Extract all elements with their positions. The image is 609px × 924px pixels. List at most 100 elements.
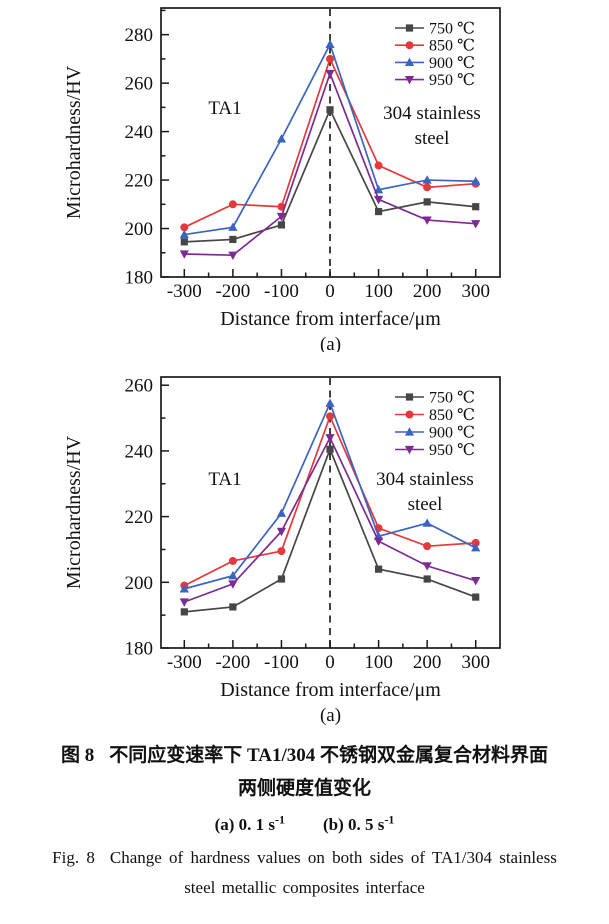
legend-marker — [404, 445, 415, 455]
series-marker-750℃ — [423, 575, 431, 583]
series-marker-900℃ — [179, 229, 189, 239]
series-marker-900℃ — [276, 134, 287, 143]
caption-chinese-text: 不同应变速率下 TA1/304 不锈钢双金属复合材料界面 — [109, 745, 549, 766]
x-tick-label: 100 — [364, 652, 393, 673]
series-marker-850℃ — [277, 547, 286, 556]
region-label-ta1: TA1 — [208, 469, 241, 490]
panel-sublabel: (a) — [320, 334, 341, 352]
series-marker-950℃ — [276, 212, 287, 222]
x-axis-title: Distance from interface/μm — [220, 308, 441, 330]
series-marker-850℃ — [326, 412, 335, 421]
y-tick-label: 260 — [125, 74, 154, 95]
y-tick-label: 180 — [125, 639, 154, 660]
x-axis-title: Distance from interface/μm — [220, 679, 441, 701]
series-marker-950℃ — [373, 195, 384, 205]
series-marker-750℃ — [229, 235, 237, 244]
caption-english-line2: steel metallic composites interface — [184, 878, 425, 898]
series-marker-750℃ — [472, 593, 480, 601]
series-marker-950℃ — [228, 580, 238, 589]
x-tick-label: 200 — [413, 652, 442, 673]
series-marker-750℃ — [277, 575, 286, 583]
legend-label: 750 ℃ — [429, 21, 475, 38]
legend-label: 850 ℃ — [429, 407, 475, 424]
x-tick-label: 200 — [413, 281, 442, 302]
series-marker-950℃ — [228, 251, 238, 260]
region-label-304-line2: steel — [415, 128, 450, 149]
x-tick-label: -100 — [264, 652, 299, 673]
series-marker-900℃ — [422, 175, 432, 184]
series-marker-850℃ — [326, 54, 335, 63]
chart-panel-a: 180 200 220 240 260 280 -300 -200 -100 0 100 200 300… — [63, 7, 501, 352]
legend-label: 750 ℃ — [429, 390, 475, 407]
series-marker-900℃ — [179, 584, 189, 593]
legend-label: 900 ℃ — [429, 55, 475, 72]
legend-marker — [404, 76, 415, 85]
series-marker-900℃ — [325, 398, 335, 407]
caption-chinese-line1: 图 8 不同应变速率下 TA1/304 不锈钢双金属复合材料界面 — [0, 743, 609, 769]
x-tick-label: 0 — [325, 652, 335, 673]
series-marker-900℃ — [276, 508, 287, 517]
x-tick-label: -200 — [215, 281, 250, 302]
series-marker-950℃ — [325, 69, 335, 79]
series-marker-750℃ — [374, 207, 383, 216]
x-tick-label: 100 — [364, 281, 393, 302]
chart-panel-b: 180 200 220 240 260 -300 -200 -100 0 100 200 300 Mic… — [63, 376, 501, 726]
region-label-304-line2: steel — [408, 494, 443, 515]
subcaption-a: (a) 0. 1 s-1 — [214, 812, 286, 834]
series-marker-900℃ — [325, 39, 335, 48]
series-marker-750℃ — [277, 221, 286, 229]
region-label-ta1: TA1 — [208, 98, 241, 119]
series-marker-950℃ — [276, 527, 287, 537]
legend-marker — [404, 57, 415, 66]
caption-chinese-line2: 两侧硬度值变化 — [237, 777, 371, 799]
y-tick-label: 280 — [125, 25, 154, 46]
caption-subpanel-line: (a) 0. 1 s-1 (b) 0. 5 s-1 — [0, 812, 609, 836]
series-marker-900℃ — [228, 570, 238, 580]
series-marker-750℃ — [229, 603, 237, 611]
series-marker-950℃ — [179, 250, 189, 259]
series-marker-750℃ — [472, 203, 480, 211]
series-marker-900℃ — [471, 543, 481, 552]
series-marker-950℃ — [179, 598, 189, 607]
subcaption-b-exponent: -1 — [384, 812, 395, 827]
subcaption-a-exponent: -1 — [275, 812, 286, 827]
y-axis-title: Microhardness/HV — [63, 65, 85, 219]
series-marker-850℃ — [423, 183, 432, 192]
series-marker-750℃ — [180, 608, 188, 616]
series-marker-950℃ — [325, 434, 335, 443]
series-marker-950℃ — [471, 577, 481, 586]
legend-marker — [405, 393, 414, 401]
caption-english-line1: Fig. 8 Change of hardness values on both … — [0, 847, 609, 869]
legend-label: 950 ℃ — [429, 72, 475, 89]
series-marker-750℃ — [326, 445, 334, 453]
x-tick-label: 300 — [461, 281, 490, 302]
series-marker-750℃ — [374, 565, 383, 573]
series-marker-950℃ — [422, 216, 432, 225]
series-marker-850℃ — [228, 200, 237, 209]
series-marker-950℃ — [422, 562, 432, 571]
series-marker-850℃ — [374, 161, 383, 170]
x-tick-label: -300 — [167, 652, 202, 673]
y-tick-label: 180 — [125, 268, 154, 289]
y-axis-title: Microhardness/HV — [63, 435, 85, 589]
series-marker-900℃ — [422, 518, 432, 527]
x-tick-label: 0 — [325, 281, 335, 302]
x-tick-label: 300 — [461, 652, 490, 673]
panel-sublabel: (a) — [320, 705, 341, 726]
x-tick-label: -100 — [264, 281, 299, 302]
series-marker-850℃ — [180, 223, 189, 232]
x-tick-label: -300 — [167, 281, 202, 302]
x-tick-label: -200 — [215, 652, 250, 673]
caption-english-fig-number: Fig. 8 — [52, 848, 95, 868]
legend-marker — [404, 427, 415, 436]
series-marker-750℃ — [423, 198, 431, 206]
y-tick-label: 220 — [125, 171, 154, 192]
legend-marker — [405, 410, 414, 419]
series-marker-850℃ — [471, 538, 480, 547]
legend-label: 900 ℃ — [429, 425, 475, 442]
subcaption-b: (b) 0. 5 s-1 — [323, 812, 395, 834]
y-tick-label: 220 — [125, 507, 154, 528]
legend-marker — [405, 41, 414, 50]
legend-marker — [405, 24, 414, 32]
